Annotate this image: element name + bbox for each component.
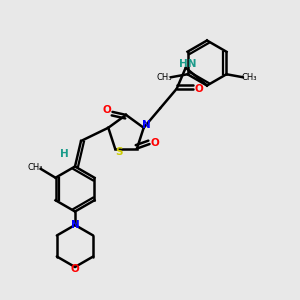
Text: N: N — [142, 120, 151, 130]
Text: H: H — [60, 149, 69, 159]
Text: O: O — [70, 263, 80, 274]
Text: O: O — [103, 105, 112, 116]
Text: CH₃: CH₃ — [242, 73, 257, 82]
Text: S: S — [115, 146, 122, 157]
Text: CH₃: CH₃ — [157, 73, 172, 82]
Text: O: O — [194, 84, 203, 94]
Text: HN: HN — [179, 59, 197, 69]
Text: CH₃: CH₃ — [27, 163, 43, 172]
Text: O: O — [151, 137, 159, 148]
Text: N: N — [70, 220, 80, 230]
